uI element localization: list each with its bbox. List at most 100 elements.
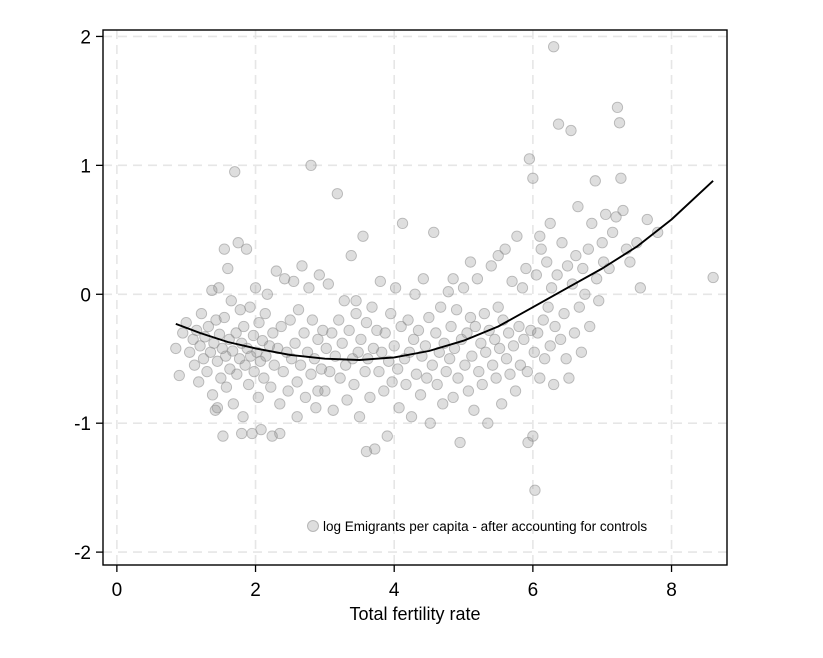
data-point: [194, 340, 206, 352]
data-point: [395, 320, 407, 333]
data-point: [312, 333, 324, 346]
data-point: [570, 249, 582, 262]
data-point: [537, 314, 549, 326]
data-point: [366, 301, 378, 313]
y-tick-label: -1: [74, 414, 91, 435]
scatter-points: [170, 41, 719, 496]
data-point: [499, 243, 511, 255]
data-point: [249, 282, 262, 294]
data-point: [579, 288, 591, 300]
data-point: [259, 307, 271, 320]
data-point: [359, 365, 371, 378]
data-point: [220, 381, 233, 393]
data-point: [511, 230, 523, 242]
data-point: [514, 359, 527, 371]
data-point: [582, 243, 594, 255]
y-tick-label: 0: [80, 285, 91, 306]
data-point: [303, 282, 315, 294]
data-point: [641, 213, 653, 226]
data-point: [521, 365, 533, 378]
data-point: [539, 353, 551, 365]
data-point: [195, 307, 208, 320]
data-point: [279, 273, 291, 285]
data-point: [331, 188, 343, 200]
y-axis: -2 -1 0 1 2: [74, 27, 103, 564]
data-point: [584, 320, 596, 333]
data-point: [428, 226, 440, 239]
data-point: [589, 175, 601, 187]
data-point: [528, 346, 540, 358]
data-point: [291, 376, 303, 388]
data-point: [561, 260, 574, 272]
data-point: [229, 166, 241, 178]
data-point: [288, 275, 300, 288]
data-point: [258, 372, 270, 384]
data-point: [447, 273, 459, 285]
data-point: [525, 324, 537, 337]
data-point: [548, 41, 560, 53]
data-point: [294, 359, 307, 371]
data-point: [322, 278, 334, 290]
data-point: [613, 117, 626, 129]
data-point: [600, 208, 612, 220]
data-point: [385, 307, 397, 320]
data-point: [558, 307, 570, 320]
data-point: [509, 385, 522, 397]
data-point: [437, 398, 449, 410]
data-point: [606, 226, 619, 239]
data-point: [440, 365, 452, 378]
data-point: [345, 249, 357, 262]
x-tick-label: 8: [666, 580, 677, 601]
data-point: [424, 417, 436, 429]
data-point: [282, 385, 294, 397]
x-tick-label: 0: [112, 580, 123, 601]
data-point: [374, 275, 386, 288]
data-point: [610, 211, 622, 223]
data-point: [490, 372, 502, 384]
data-point: [315, 363, 328, 375]
data-point: [357, 230, 369, 242]
data-point: [222, 262, 234, 275]
data-point: [245, 350, 257, 362]
data-point: [442, 286, 454, 298]
data-point: [464, 311, 477, 324]
data-point: [206, 284, 218, 297]
data-point: [487, 359, 499, 371]
data-point: [277, 365, 289, 378]
data-point: [541, 256, 553, 268]
data-point: [516, 282, 529, 294]
data-point: [201, 365, 213, 378]
data-point: [227, 345, 239, 357]
data-point: [275, 320, 287, 333]
data-point: [544, 217, 556, 230]
data-point: [596, 237, 608, 249]
data-point: [299, 391, 312, 404]
data-point: [707, 271, 719, 284]
data-point: [197, 353, 210, 365]
x-tick-label: 6: [528, 580, 539, 601]
data-point: [444, 353, 456, 365]
data-point: [591, 273, 603, 285]
data-point: [471, 273, 484, 285]
data-point: [327, 404, 339, 416]
data-point: [334, 372, 346, 384]
data-point: [173, 369, 185, 382]
data-point: [507, 340, 520, 352]
data-point: [215, 372, 227, 384]
data-point: [202, 320, 215, 333]
data-point: [469, 320, 481, 333]
data-point: [466, 350, 478, 362]
data-point: [405, 411, 418, 423]
data-point: [410, 368, 423, 380]
data-point: [350, 307, 362, 320]
data-point: [248, 365, 260, 378]
data-point: [310, 402, 322, 414]
data-point: [371, 324, 383, 337]
data-point: [565, 124, 577, 137]
data-point: [170, 342, 182, 355]
data-point: [369, 443, 381, 455]
data-point: [400, 378, 412, 391]
data-point: [320, 342, 332, 355]
data-point: [379, 327, 391, 339]
